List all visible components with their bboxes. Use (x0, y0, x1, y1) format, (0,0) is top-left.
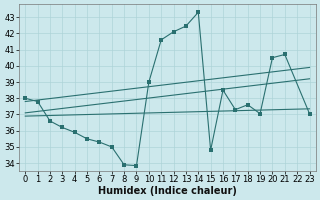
X-axis label: Humidex (Indice chaleur): Humidex (Indice chaleur) (98, 186, 237, 196)
